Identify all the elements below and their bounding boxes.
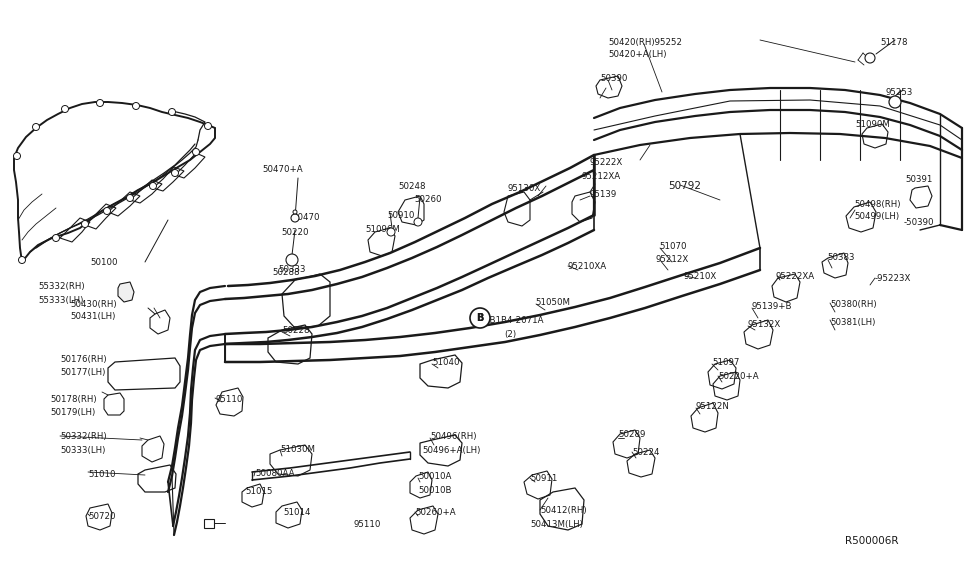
- Text: -95223X: -95223X: [875, 274, 912, 283]
- Circle shape: [32, 123, 40, 131]
- Text: 50288: 50288: [272, 268, 299, 277]
- Text: 50332(RH): 50332(RH): [60, 432, 106, 441]
- Text: 50412(RH): 50412(RH): [540, 506, 587, 515]
- Text: 50390: 50390: [600, 74, 627, 83]
- Text: 50260: 50260: [414, 195, 442, 204]
- Text: (2): (2): [504, 330, 516, 339]
- Text: 95122N: 95122N: [696, 402, 730, 411]
- Text: 95212X: 95212X: [655, 255, 688, 264]
- Text: -50390: -50390: [904, 218, 934, 227]
- Text: 51014: 51014: [283, 508, 310, 517]
- Text: 50720: 50720: [88, 512, 115, 521]
- Text: 50010A: 50010A: [418, 472, 451, 481]
- Text: 51178: 51178: [880, 38, 908, 47]
- Text: 50178(RH): 50178(RH): [50, 395, 97, 404]
- Circle shape: [169, 109, 176, 115]
- Text: 50179(LH): 50179(LH): [50, 408, 96, 417]
- Polygon shape: [118, 282, 134, 302]
- Text: 50420+A(LH): 50420+A(LH): [608, 50, 667, 59]
- Circle shape: [286, 254, 298, 266]
- Text: 95210XA: 95210XA: [568, 262, 607, 271]
- Circle shape: [205, 122, 212, 130]
- Text: 50176(RH): 50176(RH): [60, 355, 106, 364]
- Circle shape: [53, 234, 59, 242]
- Text: 50010B: 50010B: [418, 486, 451, 495]
- Text: 50100: 50100: [90, 258, 118, 267]
- Text: 50248: 50248: [398, 182, 425, 191]
- Text: 95222XA: 95222XA: [776, 272, 815, 281]
- Text: 95222X: 95222X: [590, 158, 623, 167]
- Text: 95110: 95110: [353, 520, 380, 529]
- Circle shape: [470, 308, 490, 328]
- Text: 50333: 50333: [278, 265, 305, 274]
- Circle shape: [387, 228, 395, 236]
- Text: 95110: 95110: [215, 395, 243, 404]
- Text: 95132X: 95132X: [748, 320, 781, 329]
- Text: 50224: 50224: [632, 448, 659, 457]
- Text: 51040: 51040: [432, 358, 459, 367]
- Text: B: B: [477, 313, 484, 323]
- Text: 50431(LH): 50431(LH): [70, 312, 115, 321]
- Text: 50470+A: 50470+A: [262, 165, 302, 174]
- Text: 51090M: 51090M: [855, 120, 890, 129]
- Text: 50496(RH): 50496(RH): [430, 432, 477, 441]
- Text: 55333(LH): 55333(LH): [38, 296, 84, 305]
- Text: B: B: [477, 313, 484, 323]
- Circle shape: [19, 256, 25, 264]
- Text: 50499(LH): 50499(LH): [854, 212, 899, 221]
- Text: 51097: 51097: [712, 358, 739, 367]
- Text: 50911: 50911: [530, 474, 558, 483]
- Text: 50383: 50383: [827, 253, 854, 262]
- Text: 50430(RH): 50430(RH): [70, 300, 117, 309]
- Text: 50260+A: 50260+A: [415, 508, 455, 517]
- Circle shape: [127, 195, 134, 201]
- Circle shape: [172, 169, 178, 177]
- Circle shape: [61, 105, 68, 113]
- Text: 50413M(LH): 50413M(LH): [530, 520, 583, 529]
- Text: 95139: 95139: [590, 190, 617, 199]
- Text: 0B1B4-2071A: 0B1B4-2071A: [484, 316, 543, 325]
- Text: 95212XA: 95212XA: [582, 172, 621, 181]
- Text: 55332(RH): 55332(RH): [38, 282, 85, 291]
- Circle shape: [133, 102, 139, 109]
- Circle shape: [103, 208, 110, 215]
- Text: 50228: 50228: [282, 326, 309, 335]
- Text: 51030M: 51030M: [280, 445, 315, 454]
- Text: 50420(RH)95252: 50420(RH)95252: [608, 38, 682, 47]
- Text: 50333(LH): 50333(LH): [60, 446, 105, 455]
- Text: 50380(RH): 50380(RH): [830, 300, 877, 309]
- Text: 50177(LH): 50177(LH): [60, 368, 105, 377]
- Text: 50910: 50910: [387, 211, 414, 220]
- Text: 50381(LH): 50381(LH): [830, 318, 876, 327]
- Text: R500006R: R500006R: [845, 536, 899, 546]
- Text: 51070: 51070: [659, 242, 686, 251]
- Text: 51050M: 51050M: [535, 298, 570, 307]
- Text: 51015: 51015: [245, 487, 272, 496]
- Text: 51010: 51010: [88, 470, 115, 479]
- Text: 50498(RH): 50498(RH): [854, 200, 901, 209]
- Circle shape: [97, 100, 103, 106]
- Circle shape: [192, 148, 200, 156]
- Text: 95130X: 95130X: [508, 184, 541, 193]
- Circle shape: [889, 96, 901, 108]
- Circle shape: [414, 218, 422, 226]
- Text: 50289: 50289: [618, 430, 645, 439]
- Circle shape: [865, 53, 875, 63]
- Circle shape: [82, 221, 89, 228]
- Text: 50470: 50470: [292, 213, 320, 222]
- Text: 95210X: 95210X: [683, 272, 717, 281]
- Text: 50220: 50220: [281, 228, 308, 237]
- Circle shape: [149, 182, 157, 190]
- Text: 50080AA: 50080AA: [255, 469, 294, 478]
- Text: 50220+A: 50220+A: [718, 372, 759, 381]
- Text: 51096M: 51096M: [365, 225, 400, 234]
- Circle shape: [291, 214, 299, 222]
- Text: 95253: 95253: [885, 88, 913, 97]
- Text: 50391: 50391: [905, 175, 932, 184]
- Circle shape: [293, 210, 297, 214]
- Circle shape: [14, 152, 20, 160]
- Text: 50496+A(LH): 50496+A(LH): [422, 446, 481, 455]
- Text: 95139+B: 95139+B: [752, 302, 793, 311]
- Text: 50792: 50792: [668, 181, 701, 191]
